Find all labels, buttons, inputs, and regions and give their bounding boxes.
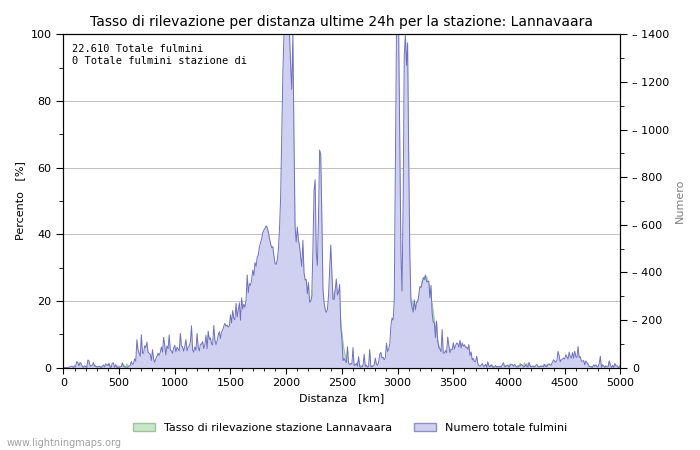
Y-axis label: Numero: Numero — [675, 179, 685, 223]
Title: Tasso di rilevazione per distanza ultime 24h per la stazione: Lannavaara: Tasso di rilevazione per distanza ultime… — [90, 15, 594, 29]
X-axis label: Distanza   [km]: Distanza [km] — [300, 393, 384, 404]
Y-axis label: Percento   [%]: Percento [%] — [15, 162, 25, 240]
Text: 22.610 Totale fulmini
0 Totale fulmini stazione di: 22.610 Totale fulmini 0 Totale fulmini s… — [71, 45, 246, 66]
Text: www.lightningmaps.org: www.lightningmaps.org — [7, 438, 122, 448]
Legend: Tasso di rilevazione stazione Lannavaara, Numero totale fulmini: Tasso di rilevazione stazione Lannavaara… — [128, 419, 572, 438]
